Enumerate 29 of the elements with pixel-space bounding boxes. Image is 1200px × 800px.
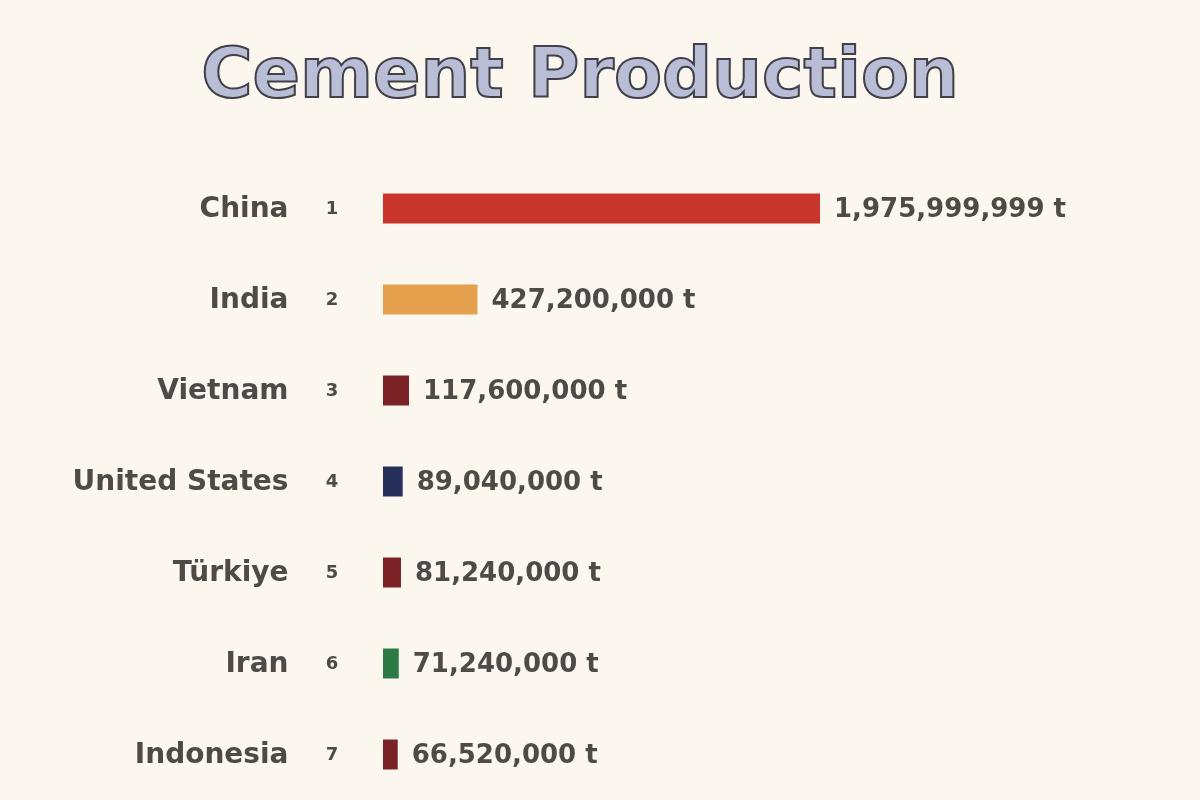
y-tick-label: India bbox=[209, 281, 289, 315]
data-label: 427,200,000 t bbox=[491, 283, 696, 314]
y-tick-label: Vietnam bbox=[157, 372, 289, 406]
data-label: 81,240,000 t bbox=[414, 556, 601, 587]
data-label: 66,520,000 t bbox=[411, 738, 598, 769]
text: 2 bbox=[325, 287, 339, 309]
text: 1 bbox=[325, 196, 339, 218]
text: 4 bbox=[325, 469, 339, 491]
chart-title: Cement Production bbox=[201, 32, 959, 114]
y-tick-label: China bbox=[199, 190, 289, 224]
bar bbox=[383, 193, 820, 224]
y-tick-label: United States bbox=[72, 463, 289, 497]
y-tick-label: Iran bbox=[225, 645, 289, 679]
text: 3 bbox=[325, 378, 339, 400]
text: 6 bbox=[325, 651, 339, 673]
text: 5 bbox=[325, 560, 339, 582]
data-label: 71,240,000 t bbox=[412, 647, 599, 678]
bar bbox=[383, 375, 410, 406]
data-label: 89,040,000 t bbox=[416, 465, 603, 496]
bar bbox=[383, 739, 398, 770]
y-tick-label: Türkiye bbox=[172, 554, 289, 588]
y-tick-label: Indonesia bbox=[134, 736, 289, 770]
bar bbox=[383, 466, 403, 497]
text: 7 bbox=[325, 742, 339, 764]
bar bbox=[383, 557, 401, 588]
data-label: 1,975,999,999 t bbox=[834, 192, 1067, 223]
data-label: 117,600,000 t bbox=[423, 374, 628, 405]
bar bbox=[383, 648, 399, 679]
bar bbox=[383, 284, 478, 315]
